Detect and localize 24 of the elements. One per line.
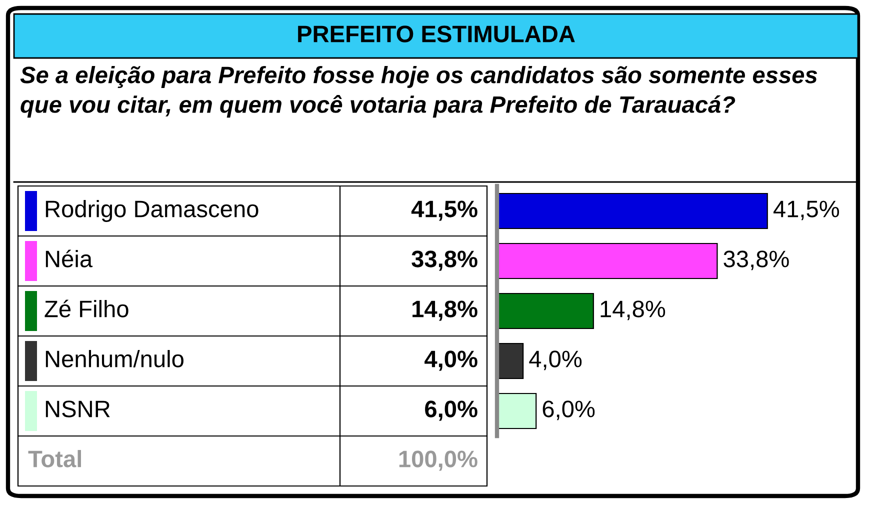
text: 41,5% — [773, 200, 840, 220]
text: 14,8% — [600, 300, 666, 320]
y-tick-label: Néia — [46, 250, 93, 268]
y-tick-label: NSNR — [46, 400, 110, 418]
chart-title: PREFEITO ESTIMULADA — [298, 26, 575, 42]
chart-subtitle: Se a eleição para Prefeito fosse hoje os candidatos são somente esses que vou citar, em quem você votaria para Prefeito de Tarauacá? — [20, 66, 818, 118]
text: 4,0% — [529, 350, 582, 370]
text: 6,0% — [542, 400, 595, 420]
bar — [497, 392, 537, 430]
y-tick-label: Zé Filho — [44, 300, 128, 318]
data-label: 4,0% — [424, 350, 478, 371]
bar — [497, 242, 718, 280]
y-tick-label: Rodrigo Damasceno — [46, 200, 258, 222]
text: 100,0% — [399, 450, 478, 471]
bar — [497, 192, 768, 230]
bar — [497, 342, 524, 380]
data-label: 33,8% — [412, 250, 478, 271]
bar — [497, 292, 594, 330]
data-label: 14,8% — [412, 300, 478, 321]
data-label: 6,0% — [425, 400, 478, 421]
text: Total — [28, 450, 81, 468]
data-label: 41,5% — [411, 200, 478, 221]
text: 33,8% — [724, 250, 789, 270]
y-tick-label: Nenhum/nulo — [46, 350, 184, 368]
